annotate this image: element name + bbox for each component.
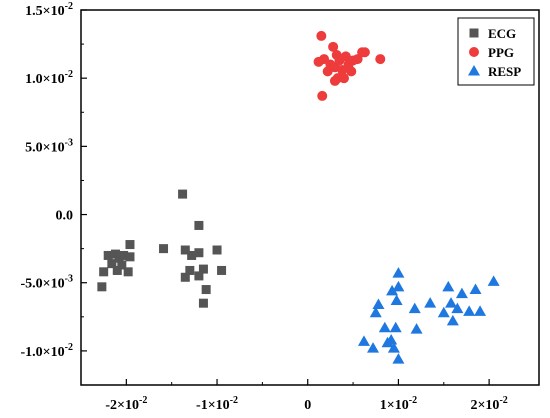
point-ppg — [375, 54, 386, 65]
point-ecg — [125, 240, 135, 250]
point-resp — [392, 280, 405, 292]
point-resp — [446, 314, 459, 326]
y-axis: -1.0×10-2 -5.0×10-3 0.0 5.0×10-3 1.0×10-2 1.5… — [21, 1, 87, 360]
point-ecg — [185, 265, 195, 275]
point-ecg — [123, 267, 133, 277]
point-ppg — [340, 51, 351, 62]
point-resp — [385, 334, 398, 345]
x-tick-label: -1×10-2 — [196, 395, 238, 413]
point-resp — [442, 280, 455, 292]
y-tick-label: 0.0 — [56, 209, 74, 224]
point-resp — [445, 297, 458, 308]
point-resp — [410, 323, 423, 334]
point-ppg — [328, 41, 339, 52]
point-resp — [408, 302, 421, 314]
point-ecg — [217, 265, 227, 275]
point-resp — [437, 306, 450, 318]
point-ecg — [187, 250, 197, 260]
point-ecg — [117, 260, 127, 270]
x-axis: -2×10-2 -1×10-2 0 1×10-2 2×10-2 — [105, 379, 508, 413]
point-resp — [378, 321, 391, 333]
point-ecg — [180, 272, 190, 282]
x-tick-label: 1×10-2 — [380, 395, 417, 413]
y-tick-label: 1.0×10-2 — [25, 69, 73, 87]
point-ecg — [194, 248, 204, 258]
point-ppg — [329, 75, 340, 86]
point-resp — [451, 302, 464, 314]
y-tick-label: -1.0×10-2 — [21, 342, 73, 360]
point-ecg — [119, 250, 129, 260]
point-resp — [474, 305, 487, 316]
point-resp — [487, 275, 500, 286]
point-resp — [424, 297, 437, 308]
point-ecg — [201, 285, 211, 295]
point-resp — [455, 287, 468, 299]
point-resp — [387, 342, 400, 353]
legend-marker-ppg — [469, 47, 479, 57]
point-ecg — [114, 253, 124, 263]
data-marks — [97, 30, 500, 364]
point-resp — [357, 335, 370, 346]
point-ppg — [359, 47, 370, 58]
point-resp — [392, 353, 405, 364]
point-ppg — [346, 66, 357, 77]
point-ecg — [178, 189, 188, 199]
series-ecg — [97, 189, 227, 308]
legend-label-resp: RESP — [488, 64, 521, 79]
legend: ECG PPG RESP — [457, 17, 535, 86]
point-ecg — [180, 245, 190, 255]
series-ppg — [313, 30, 386, 101]
point-ppg — [316, 30, 327, 41]
point-resp — [369, 306, 382, 318]
point-ecg — [198, 264, 208, 274]
point-ecg — [103, 250, 113, 260]
point-ecg — [194, 220, 204, 230]
point-resp — [390, 294, 403, 305]
point-ecg — [99, 267, 109, 277]
point-ppg — [317, 90, 328, 101]
x-tick-label: 2×10-2 — [470, 395, 507, 413]
legend-marker-ecg — [469, 28, 479, 38]
legend-marker-resp — [468, 65, 480, 76]
point-resp — [367, 342, 380, 353]
y-tick-label: 1.5×10-2 — [25, 1, 73, 19]
point-ecg — [97, 282, 107, 292]
point-resp — [469, 283, 482, 295]
point-resp — [463, 305, 476, 316]
y-tick-label: -5.0×10-3 — [21, 274, 73, 292]
plot-frame — [80, 9, 540, 386]
legend-label-ecg: ECG — [488, 26, 516, 41]
series-resp — [357, 267, 500, 364]
point-ecg — [212, 245, 222, 255]
point-ecg — [125, 252, 135, 262]
point-ecg — [159, 244, 169, 254]
legend-item-ppg: PPG — [469, 45, 514, 60]
x-tick-label: 0 — [304, 398, 311, 413]
point-ecg — [107, 259, 117, 269]
point-ecg — [198, 298, 208, 308]
legend-label-ppg: PPG — [488, 45, 514, 60]
point-resp — [392, 267, 405, 278]
point-resp — [389, 321, 402, 333]
y-tick-label: 5.0×10-3 — [25, 137, 73, 155]
point-ecg — [194, 271, 204, 281]
point-resp — [386, 284, 399, 296]
point-resp — [372, 298, 385, 310]
legend-item-resp: RESP — [468, 64, 521, 79]
point-ppg — [339, 73, 350, 84]
legend-item-ecg: ECG — [469, 26, 516, 41]
x-tick-label: -2×10-2 — [105, 395, 147, 413]
point-ecg — [112, 265, 122, 275]
